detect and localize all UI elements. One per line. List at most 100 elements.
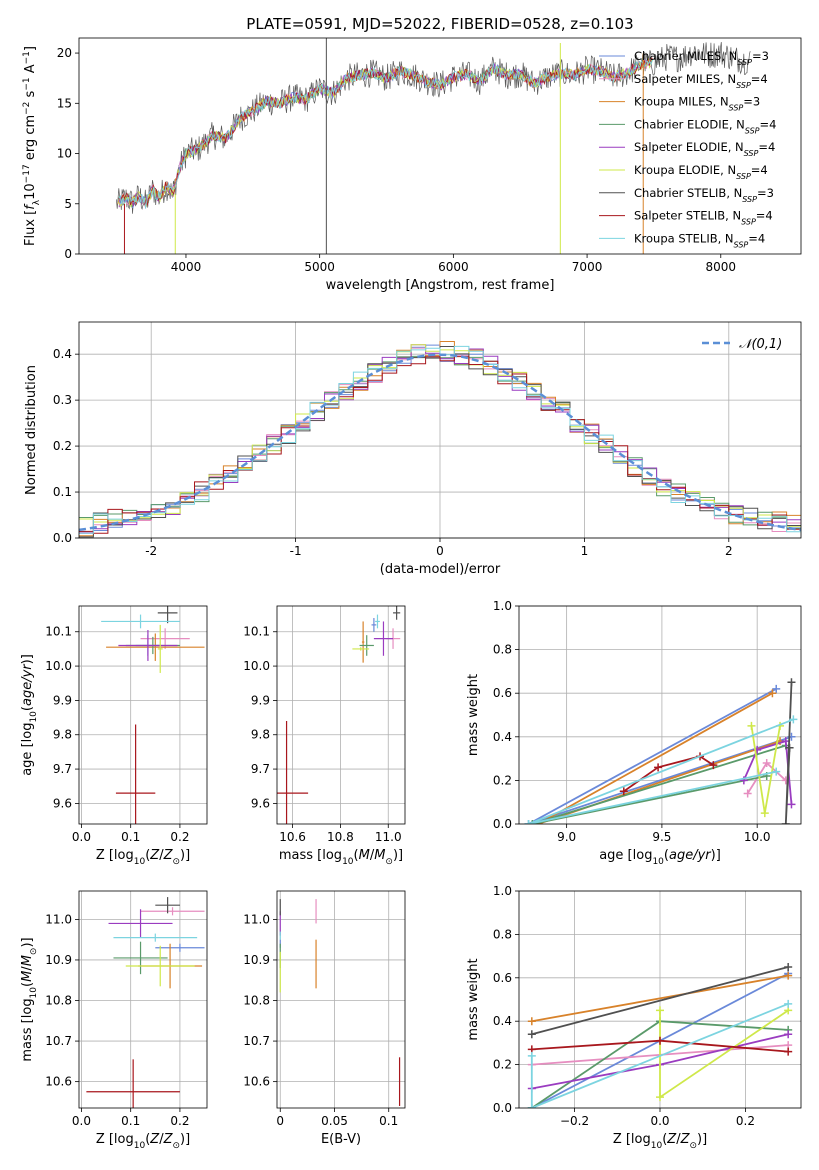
- y-tick-label: 11.0: [45, 912, 72, 926]
- weight-line-3: [532, 744, 787, 824]
- legend-label: Kroupa MILES, NSSP=3: [634, 95, 760, 113]
- weight-marker: [743, 789, 752, 798]
- mass-vs-metallicity-panel: 0.0 0.1 0.2 10.6 10.7 10.8 10.9 11.0 Z [log10(Z/…: [20, 890, 208, 1151]
- legend-label: 𝒩(0,1): [739, 337, 782, 352]
- y-tick-label: 10.1: [243, 625, 270, 639]
- age-vs-mass-panel: 10.6 10.8 11.0 9.6 9.7 9.8 9.9 10.0 10.1 mass [lo…: [243, 605, 406, 867]
- axes-frame: [518, 890, 802, 1109]
- y-tick-label: 0.0: [493, 1101, 512, 1115]
- y-tick-label: 9.9: [251, 693, 270, 707]
- weight-marker: [656, 1093, 664, 1102]
- y-tick-label: 1.0: [493, 599, 512, 613]
- x-tick-label: 0: [276, 1114, 284, 1128]
- y-axis-label: age [log10(age/yr)]: [20, 654, 39, 776]
- plot-area: [524, 678, 798, 824]
- y-tick-label: 0.2: [493, 1058, 512, 1072]
- legend-label: Salpeter STELIB, NSSP=4: [634, 209, 773, 227]
- y-tick-label: 10: [57, 147, 72, 161]
- spectrum-legend: Chabrier MILES, NSSP=3 Salpeter MILES, NS…: [599, 49, 776, 249]
- y-tick-label: 10.7: [45, 1034, 72, 1048]
- weight-marker: [709, 761, 718, 770]
- weight-marker: [527, 1051, 536, 1060]
- spectrum-line-6: [116, 42, 751, 214]
- histogram-step-8: [79, 345, 801, 534]
- weight-marker: [785, 743, 794, 752]
- y-tick-label: 0.4: [53, 347, 72, 361]
- x-tick-label: 1: [581, 544, 589, 558]
- y-tick-label: 15: [57, 96, 72, 110]
- spectrum-line-4: [118, 58, 652, 208]
- x-tick-label: 0.0: [72, 830, 91, 844]
- y-tick-label: 10.8: [45, 994, 72, 1008]
- weight-vs-age-panel: 9.0 9.5 10.0 0.0 0.2 0.4 0.6 0.8 1.0 age [log10(a…: [466, 599, 802, 867]
- spectrum-panel: 4000 5000 6000 7000 8000 0 5 10 15 20 wavelength […: [22, 37, 802, 293]
- y-tick-label: 9.6: [53, 796, 72, 810]
- normal-reference-curve: [79, 353, 801, 532]
- weight-line-6: [531, 966, 789, 1036]
- plot-area: [277, 606, 401, 824]
- y-tick-label: 9.8: [53, 728, 72, 742]
- y-axis-label: mass weight: [466, 958, 481, 1040]
- legend-label: Kroupa STELIB, NSSP=4: [634, 231, 765, 249]
- y-tick-label: 11.0: [243, 912, 270, 926]
- weight-line-2: [537, 692, 781, 824]
- x-tick-label: 2: [725, 544, 733, 558]
- x-tick-label: 0.0: [650, 1114, 669, 1128]
- axes-frame: [276, 605, 406, 825]
- weight-line-2: [531, 974, 789, 1023]
- weight-marker: [524, 820, 533, 824]
- y-tick-label: 0.2: [493, 773, 512, 787]
- y-axis-label: mass [log10(M/M⊙)]: [20, 937, 39, 1061]
- x-tick-label: 0.2: [170, 1114, 189, 1128]
- x-axis-label: age [log10(age/yr)]: [599, 848, 721, 867]
- weight-marker: [654, 763, 663, 772]
- weight-line-7: [623, 755, 714, 793]
- x-axis-label: mass [log10(M/M⊙)]: [279, 848, 403, 867]
- axes-frame: [518, 605, 802, 825]
- x-axis-label: Z [log10(Z/Z⊙)]: [96, 1132, 190, 1151]
- x-tick-label: 5000: [304, 260, 335, 274]
- figure-title: PLATE=0591, MJD=52022, FIBERID=0528, z=0…: [246, 15, 633, 33]
- weight-marker: [528, 820, 537, 824]
- weight-marker: [772, 684, 781, 693]
- y-tick-label: 5: [64, 197, 72, 211]
- histogram-step-7: [79, 356, 801, 534]
- weight-marker: [789, 715, 798, 724]
- y-tick-label: 1.0: [493, 884, 512, 898]
- x-tick-label: 0: [436, 544, 444, 558]
- y-tick-label: 10.9: [243, 953, 270, 967]
- x-tick-label: −0.2: [560, 1114, 589, 1128]
- legend-label: Chabrier STELIB, NSSP=3: [634, 186, 774, 204]
- y-tick-label: 0.2: [53, 439, 72, 453]
- y-tick-label: 0.3: [53, 393, 72, 407]
- legend-label: Salpeter ELODIE, NSSP=4: [634, 140, 775, 158]
- y-axis-label: mass weight: [466, 674, 481, 756]
- plot-area: [79, 341, 801, 538]
- weight-marker: [784, 962, 793, 971]
- y-tick-label: 20: [57, 46, 72, 60]
- y-tick-label: 0.8: [493, 927, 512, 941]
- y-tick-label: 10.0: [45, 659, 72, 673]
- age-vs-metallicity-panel: 0.0 0.1 0.2 9.6 9.7 9.8 9.9 10.0 10.1 Z [log10(Z/…: [20, 605, 208, 867]
- y-tick-label: 10.6: [45, 1075, 72, 1089]
- y-tick-label: 9.9: [53, 693, 72, 707]
- x-tick-label: 10.0: [744, 830, 771, 844]
- plot-area: [527, 962, 793, 1108]
- x-tick-label: 0.1: [121, 1114, 140, 1128]
- y-tick-label: 0.6: [493, 686, 512, 700]
- legend-label: Chabrier MILES, NSSP=3: [634, 49, 769, 67]
- legend-label: Kroupa ELODIE, NSSP=4: [634, 163, 768, 181]
- x-tick-label: 0.0: [72, 1114, 91, 1128]
- residual-histogram-panel: -2 -1 0 1 2 0.0 0.1 0.2 0.3 0.4 (data-model)/error…: [24, 321, 802, 577]
- weight-marker: [760, 809, 769, 818]
- x-tick-label: 9.0: [557, 830, 576, 844]
- weight-marker: [527, 1017, 536, 1026]
- weight-line-0: [528, 688, 792, 824]
- y-tick-label: 10.8: [243, 994, 270, 1008]
- x-axis-label: Z [log10(Z/Z⊙)]: [613, 1132, 707, 1151]
- y-tick-label: 9.8: [251, 728, 270, 742]
- x-tick-label: 0.1: [121, 830, 140, 844]
- weight-line-6: [784, 682, 793, 824]
- axes-frame: [78, 890, 208, 1109]
